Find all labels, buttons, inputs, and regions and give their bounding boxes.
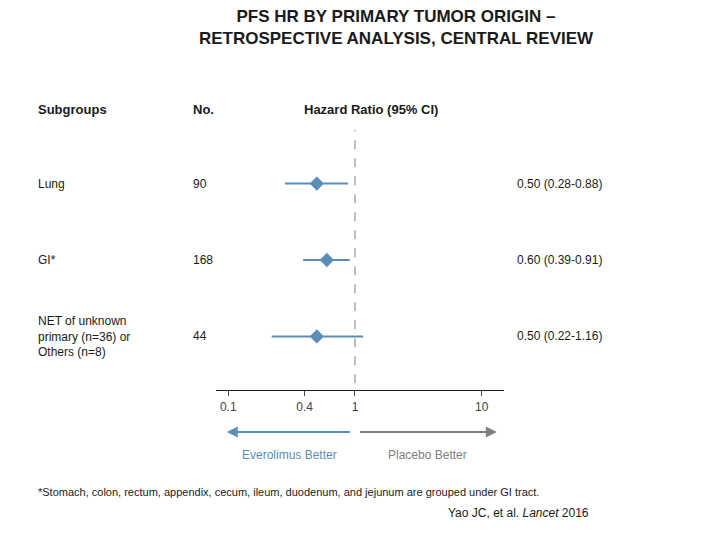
svg-text:Yao JC, et al. Lancet 2016: Yao JC, et al. Lancet 2016 [448,506,589,520]
svg-text:0.4: 0.4 [296,400,313,414]
svg-text:90: 90 [193,177,207,191]
svg-text:Placebo Better: Placebo Better [388,448,467,462]
svg-text:Lung: Lung [38,177,65,191]
svg-text:0.60 (0.39-0.91): 0.60 (0.39-0.91) [517,253,602,267]
svg-text:Everolimus Better: Everolimus Better [242,448,337,462]
svg-text:*Stomach, colon, rectum, appen: *Stomach, colon, rectum, appendix, cecum… [38,486,539,498]
svg-text:No.: No. [193,102,214,117]
svg-text:10: 10 [475,400,489,414]
svg-text:0.50 (0.28-0.88): 0.50 (0.28-0.88) [517,177,602,191]
svg-text:168: 168 [193,253,213,267]
svg-text:PFS HR BY PRIMARY TUMOR ORIGIN: PFS HR BY PRIMARY TUMOR ORIGIN –RETROSPE… [199,7,594,48]
svg-text:Hazard Ratio (95% CI): Hazard Ratio (95% CI) [304,102,438,117]
svg-text:0.50 (0.22-1.16): 0.50 (0.22-1.16) [517,329,602,343]
svg-text:NET of unknownprimary (n=36) o: NET of unknownprimary (n=36) orOthers (n… [38,314,130,359]
svg-text:1: 1 [352,400,359,414]
svg-text:0.1: 0.1 [220,400,237,414]
svg-text:Subgroups: Subgroups [38,102,107,117]
svg-text:44: 44 [193,329,207,343]
svg-text:GI*: GI* [38,253,56,267]
